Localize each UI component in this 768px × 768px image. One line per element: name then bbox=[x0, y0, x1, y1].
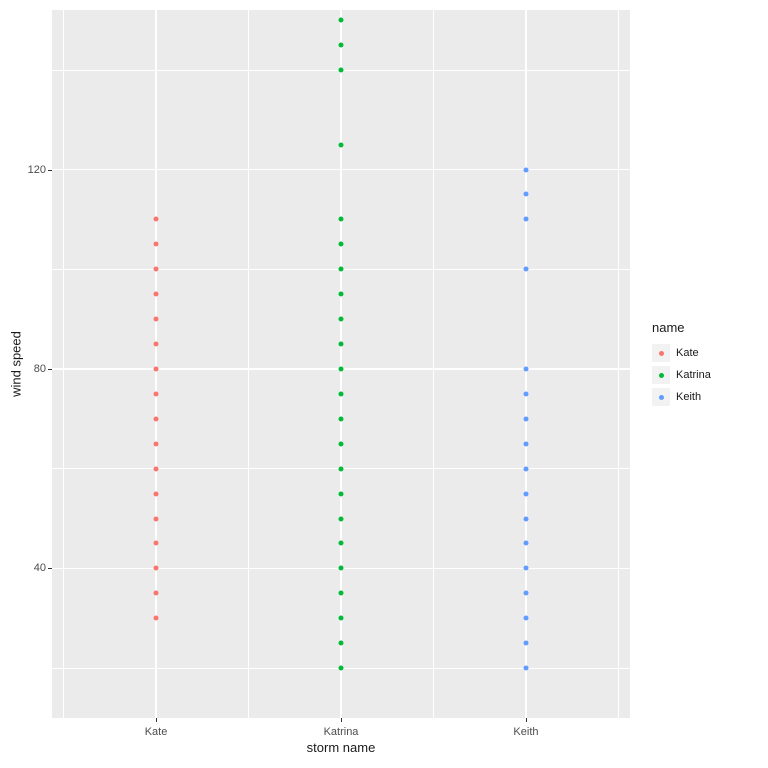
plot-panel bbox=[52, 10, 630, 718]
gridline-minor bbox=[248, 10, 249, 718]
x-axis-title: storm name bbox=[307, 740, 376, 755]
data-point bbox=[523, 566, 528, 571]
data-point bbox=[154, 591, 159, 596]
x-tick-mark bbox=[341, 718, 342, 722]
data-point bbox=[339, 516, 344, 521]
gridline-minor bbox=[63, 10, 64, 718]
x-tick-mark bbox=[526, 718, 527, 722]
x-tick-label: Kate bbox=[145, 726, 168, 738]
data-point bbox=[154, 292, 159, 297]
legend-key bbox=[652, 366, 670, 384]
data-point bbox=[523, 416, 528, 421]
data-point bbox=[523, 516, 528, 521]
gridline-major bbox=[525, 10, 526, 718]
data-point bbox=[154, 366, 159, 371]
data-point bbox=[339, 616, 344, 621]
data-point bbox=[154, 466, 159, 471]
data-point bbox=[154, 516, 159, 521]
data-point bbox=[523, 616, 528, 621]
data-point bbox=[339, 566, 344, 571]
data-point bbox=[339, 416, 344, 421]
data-point bbox=[523, 192, 528, 197]
gridline-major bbox=[340, 10, 341, 718]
data-point bbox=[339, 366, 344, 371]
data-point bbox=[339, 666, 344, 671]
x-tick-label: Katrina bbox=[324, 726, 359, 738]
data-point bbox=[154, 616, 159, 621]
data-point bbox=[339, 541, 344, 546]
y-axis-title: wind speed bbox=[9, 331, 24, 397]
data-point bbox=[339, 42, 344, 47]
data-point bbox=[523, 491, 528, 496]
data-point bbox=[339, 441, 344, 446]
data-point bbox=[339, 591, 344, 596]
legend-item: Katrina bbox=[652, 365, 711, 385]
data-point bbox=[523, 591, 528, 596]
x-tick-mark bbox=[156, 718, 157, 722]
data-point bbox=[154, 267, 159, 272]
data-point bbox=[154, 566, 159, 571]
x-tick-label: Keith bbox=[513, 726, 538, 738]
legend-label: Katrina bbox=[676, 369, 711, 381]
data-point bbox=[154, 416, 159, 421]
data-point bbox=[523, 267, 528, 272]
data-point bbox=[154, 242, 159, 247]
data-point bbox=[523, 466, 528, 471]
data-point bbox=[154, 441, 159, 446]
data-point bbox=[154, 391, 159, 396]
data-point bbox=[339, 317, 344, 322]
data-point bbox=[154, 317, 159, 322]
legend-dot-icon bbox=[659, 395, 664, 400]
data-point bbox=[523, 167, 528, 172]
data-point bbox=[339, 491, 344, 496]
gridline-minor bbox=[433, 10, 434, 718]
legend-dot-icon bbox=[659, 373, 664, 378]
legend-label: Keith bbox=[676, 391, 701, 403]
data-point bbox=[154, 342, 159, 347]
data-point bbox=[154, 217, 159, 222]
data-point bbox=[339, 267, 344, 272]
data-point bbox=[154, 541, 159, 546]
legend-item: Kate bbox=[652, 343, 711, 363]
legend-key bbox=[652, 344, 670, 362]
data-point bbox=[523, 666, 528, 671]
legend-title: name bbox=[652, 320, 711, 335]
gridline-major bbox=[155, 10, 156, 718]
data-point bbox=[523, 391, 528, 396]
y-tick-mark bbox=[48, 568, 52, 569]
data-point bbox=[339, 142, 344, 147]
legend: name Kate Katrina Keith bbox=[652, 320, 711, 409]
y-tick-mark bbox=[48, 170, 52, 171]
data-point bbox=[339, 242, 344, 247]
data-point bbox=[523, 366, 528, 371]
data-point bbox=[339, 466, 344, 471]
data-point bbox=[523, 217, 528, 222]
data-point bbox=[339, 67, 344, 72]
data-point bbox=[339, 217, 344, 222]
chart-figure: wind speed storm name name Kate Katrina Ke… bbox=[0, 0, 768, 768]
legend-key bbox=[652, 388, 670, 406]
gridline-minor bbox=[618, 10, 619, 718]
legend-item: Keith bbox=[652, 387, 711, 407]
data-point bbox=[523, 541, 528, 546]
data-point bbox=[339, 292, 344, 297]
data-point bbox=[339, 391, 344, 396]
y-tick-mark bbox=[48, 369, 52, 370]
data-point bbox=[339, 641, 344, 646]
data-point bbox=[339, 17, 344, 22]
data-point bbox=[339, 342, 344, 347]
legend-dot-icon bbox=[659, 351, 664, 356]
legend-label: Kate bbox=[676, 347, 699, 359]
data-point bbox=[154, 491, 159, 496]
data-point bbox=[523, 441, 528, 446]
data-point bbox=[523, 641, 528, 646]
